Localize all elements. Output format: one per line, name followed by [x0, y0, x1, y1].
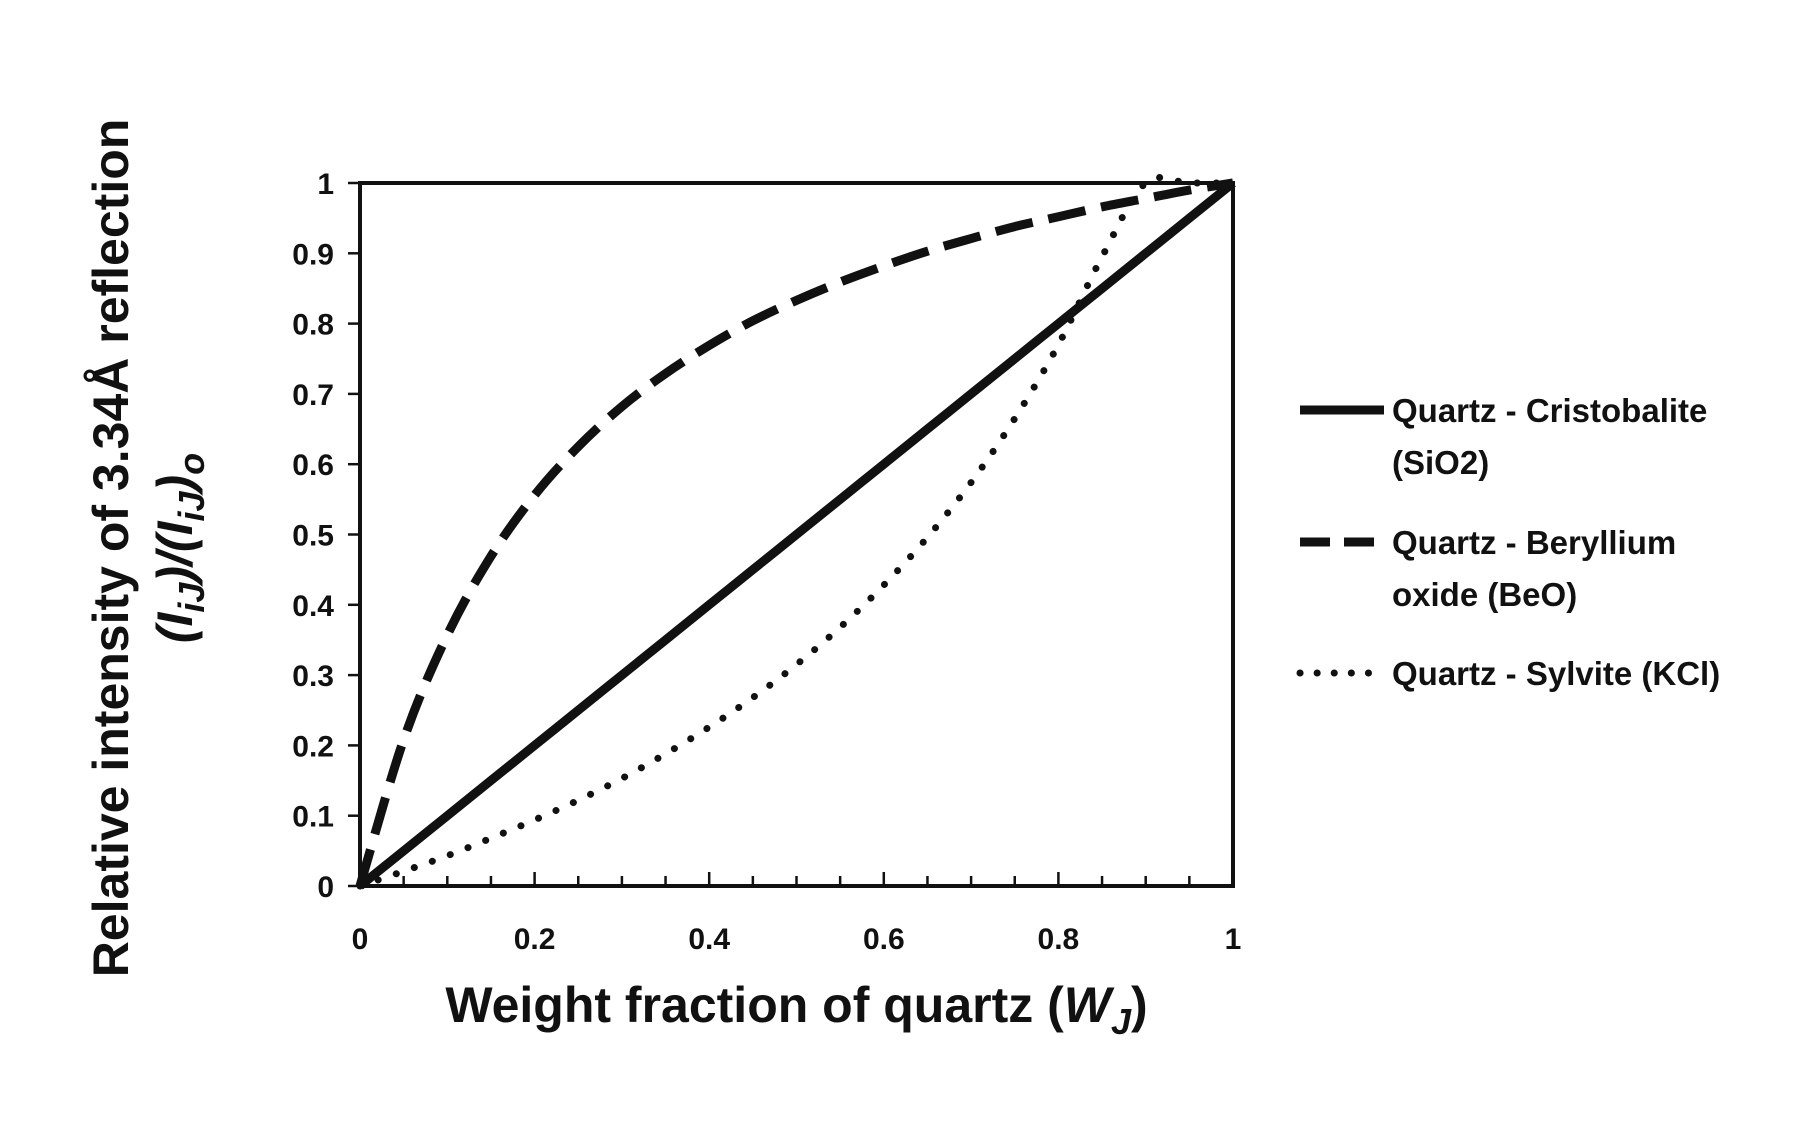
y-axis-ticks: 0 0.1 0.2 0.3 0.4 0.5 0.6 0.7 0.8 0.9 1	[292, 168, 360, 904]
series-line-dotted	[356, 174, 1237, 890]
x-axis-title-var: W	[1064, 977, 1115, 1033]
y-tick-label: 0.7	[292, 379, 334, 412]
x-axis-title: Weight fraction of quartz (WJ)	[445, 977, 1147, 1042]
x-tick-label: 0.4	[688, 923, 730, 956]
series-lines	[355, 174, 1237, 890]
legend-item-dotted: Quartz - Sylvite (KCl)	[1296, 655, 1720, 692]
y-tick-label: 1	[317, 168, 334, 201]
y-axis-title-line2: (IiJ)/(IiJ)o	[147, 453, 212, 643]
y-tick-label: 0.4	[292, 590, 334, 623]
legend-item-dashed: Quartz - Beryllium oxide (BeO)	[1300, 524, 1676, 613]
x-axis-title-sub: J	[1111, 1001, 1132, 1042]
series-line-dashed	[355, 178, 1234, 888]
y-axis-title-line2-sub2: iJ	[171, 491, 212, 522]
legend-label: Quartz - Beryllium	[1392, 524, 1676, 561]
y-tick-label: 0.6	[292, 449, 334, 482]
y-tick-label: 0.3	[292, 660, 334, 693]
y-tick-label: 0.5	[292, 520, 334, 553]
legend-label: (SiO2)	[1392, 444, 1489, 481]
y-axis-title-line1: Relative intensity of 3.34Å reflection	[83, 119, 139, 978]
legend: Quartz - Cristobalite (SiO2) Quartz - Bery…	[1296, 392, 1720, 692]
y-axis-title-line2-c: )	[147, 475, 203, 497]
legend-label: Quartz - Sylvite (KCl)	[1392, 655, 1720, 692]
y-axis-title: Relative intensity of 3.34Å reflection (…	[83, 119, 212, 978]
y-tick-label: 0.9	[292, 238, 334, 271]
legend-item-solid: Quartz - Cristobalite (SiO2)	[1300, 392, 1707, 481]
x-tick-label: 0.8	[1038, 923, 1080, 956]
x-axis-ticks: 0 0.2 0.4 0.6 0.8 1	[352, 872, 1242, 956]
y-axis-title-line2-b: )/(I	[147, 520, 203, 587]
x-axis-title-close: )	[1131, 977, 1148, 1033]
legend-label: oxide (BeO)	[1392, 576, 1577, 613]
x-tick-label: 1	[1225, 923, 1242, 956]
x-tick-label: 0	[352, 923, 369, 956]
x-tick-label: 0.2	[514, 923, 556, 956]
y-axis-title-line2-sub1: iJ	[171, 582, 212, 613]
y-axis-title-line2-a: (I	[147, 612, 203, 644]
y-axis-title-line2-sub3: o	[171, 453, 212, 475]
series-line-solid	[357, 179, 1236, 890]
y-tick-label: 0	[317, 871, 334, 904]
legend-label: Quartz - Cristobalite	[1392, 392, 1707, 429]
y-tick-label: 0.1	[292, 801, 334, 834]
x-axis-title-main: Weight fraction of quartz (	[445, 977, 1064, 1033]
y-tick-label: 0.8	[292, 309, 334, 342]
x-tick-label: 0.6	[863, 923, 905, 956]
y-tick-label: 0.2	[292, 730, 334, 763]
